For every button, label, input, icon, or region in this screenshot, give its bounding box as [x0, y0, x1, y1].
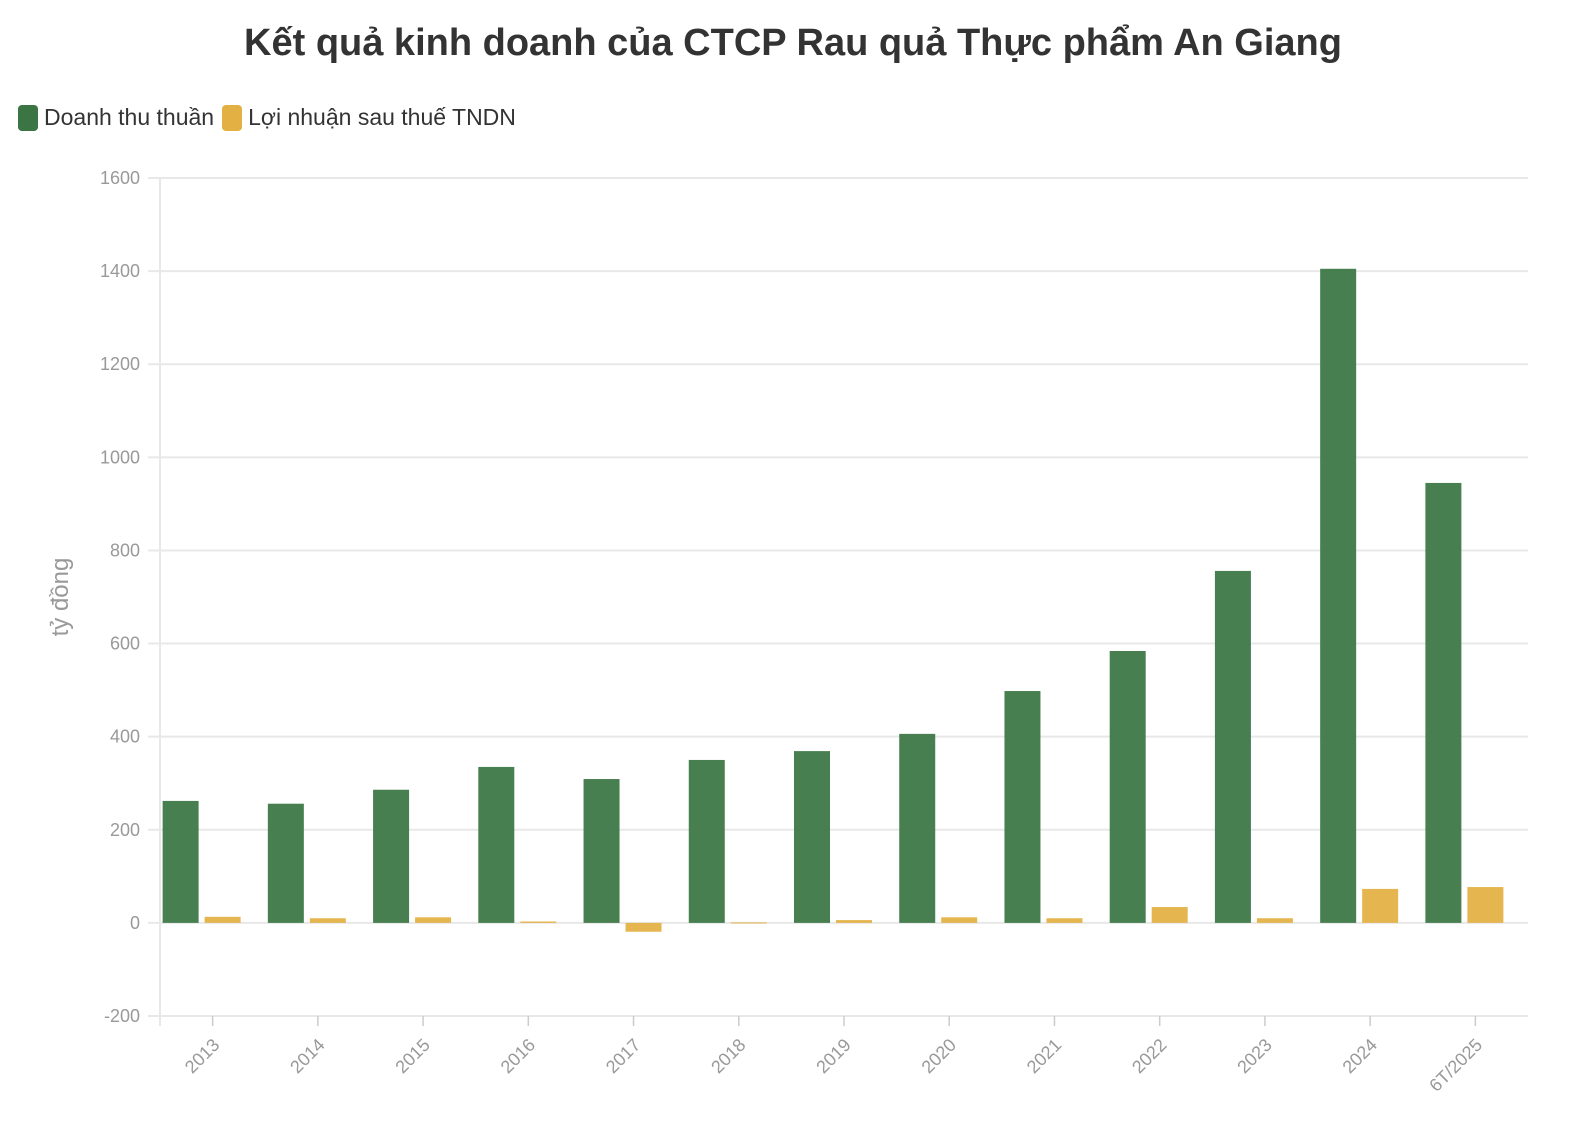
- x-tick-label: 2016: [497, 1035, 539, 1077]
- bar-profit: [1046, 918, 1083, 923]
- bar-profit: [520, 921, 557, 923]
- bar-revenue: [1004, 691, 1041, 923]
- y-tick-label: 1200: [100, 354, 140, 374]
- x-tick-label: 2023: [1233, 1035, 1275, 1077]
- x-tick-label: 2013: [181, 1035, 223, 1077]
- y-axis-label: tỷ đồng: [47, 558, 74, 637]
- legend-swatch-profit: [222, 104, 243, 131]
- y-tick-label: 800: [110, 540, 140, 560]
- bar-revenue: [688, 759, 725, 923]
- legend-item-profit[interactable]: Lợi nhuận sau thuế TNDN: [222, 104, 516, 131]
- bar-profit: [204, 916, 241, 923]
- bar-profit: [941, 917, 978, 923]
- x-tick-label: 2020: [918, 1035, 960, 1077]
- x-tick-label: 2017: [602, 1035, 644, 1077]
- bar-profit: [625, 922, 662, 932]
- bar-profit: [1256, 918, 1293, 923]
- legend-swatch-revenue: [18, 104, 38, 131]
- bar-profit: [1362, 888, 1399, 923]
- x-tick-label: 2019: [812, 1035, 854, 1077]
- y-tick-label: 600: [110, 634, 140, 654]
- bar-profit: [309, 918, 346, 923]
- x-tick-label: 2021: [1023, 1035, 1065, 1077]
- bar-revenue: [583, 779, 620, 923]
- bar-revenue: [1214, 570, 1251, 923]
- y-tick-label: 400: [110, 727, 140, 747]
- bar-revenue: [478, 766, 515, 923]
- bar-revenue: [1425, 482, 1462, 923]
- bar-revenue: [1320, 268, 1357, 923]
- x-tick-label: 2014: [286, 1035, 328, 1077]
- bar-revenue: [162, 800, 199, 923]
- x-tick-label: 2022: [1128, 1035, 1170, 1077]
- chart-title: Kết quả kinh doanh của CTCP Rau quả Thực…: [244, 22, 1342, 64]
- legend: Doanh thu thuần Lợi nhuận sau thuế TNDN: [18, 104, 516, 131]
- bar-profit: [836, 920, 872, 923]
- y-tick-label: -200: [104, 1006, 140, 1026]
- y-tick-label: 200: [110, 820, 140, 840]
- bar-revenue: [899, 733, 936, 923]
- bar-revenue: [1109, 651, 1146, 923]
- x-tick-label: 2015: [391, 1035, 433, 1077]
- bar-revenue: [267, 803, 304, 923]
- bar-revenue: [373, 789, 410, 923]
- y-tick-label: 1000: [100, 447, 140, 467]
- legend-label-revenue: Doanh thu thuần: [44, 104, 215, 130]
- x-tick-label: 6T/2025: [1425, 1035, 1486, 1096]
- bar-profit: [1151, 907, 1188, 923]
- bar-profit: [1467, 887, 1504, 923]
- bar-profit: [415, 917, 452, 923]
- bar-revenue: [794, 751, 830, 923]
- legend-item-revenue[interactable]: Doanh thu thuần: [18, 104, 214, 131]
- x-tick-label: 2018: [707, 1035, 749, 1077]
- y-tick-label: 1600: [100, 168, 140, 188]
- x-tick-label: 2024: [1339, 1035, 1381, 1077]
- bar-profit: [730, 922, 767, 924]
- y-tick-label: 1400: [100, 261, 140, 281]
- legend-label-profit: Lợi nhuận sau thuế TNDN: [248, 104, 516, 130]
- y-tick-label: 0: [130, 913, 140, 933]
